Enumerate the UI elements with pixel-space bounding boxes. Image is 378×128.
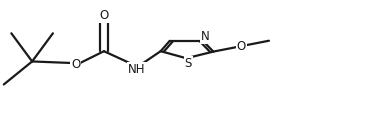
Text: S: S — [184, 57, 192, 70]
Text: O: O — [237, 40, 246, 53]
Text: N: N — [201, 30, 209, 43]
Text: NH: NH — [128, 63, 146, 76]
Text: O: O — [99, 9, 108, 22]
Text: O: O — [71, 57, 80, 71]
